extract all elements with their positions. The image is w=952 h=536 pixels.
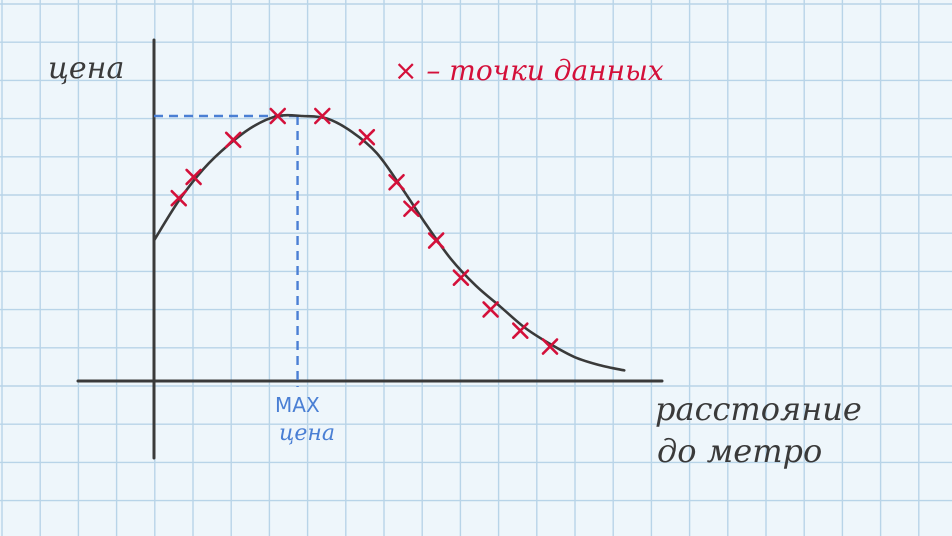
data-point-stroke	[224, 131, 242, 149]
data-point-stroke	[403, 200, 420, 218]
legend-text: × – точки данных	[394, 54, 664, 87]
data-point-stroke	[358, 128, 376, 146]
data-point-stroke	[269, 107, 287, 125]
data-point	[482, 301, 499, 318]
data-point	[170, 189, 188, 207]
data-point	[511, 322, 529, 339]
data-point	[388, 173, 405, 191]
trend-curve	[152, 113, 626, 372]
data-point-stroke	[313, 107, 331, 125]
y-axis-label: цена	[48, 51, 124, 86]
data-point	[403, 200, 420, 218]
x-axis-label-line-1: расстояние	[655, 390, 862, 428]
data-point	[313, 107, 331, 125]
data-point-stroke	[388, 173, 405, 191]
max-price-annotation-line-1: MAX	[275, 393, 320, 417]
data-point-stroke	[452, 269, 470, 286]
data-point-stroke	[170, 189, 188, 207]
max-price-annotation-line-2: цена	[279, 421, 335, 446]
data-point	[185, 168, 202, 186]
x-axis-label-line-2: до метро	[657, 432, 822, 470]
data-point	[269, 107, 287, 125]
data-point-stroke	[541, 338, 559, 355]
data-point	[452, 269, 470, 286]
data-point-stroke	[185, 168, 202, 186]
data-points	[170, 107, 559, 355]
axes	[76, 38, 664, 460]
data-point	[358, 128, 376, 146]
data-point	[541, 338, 559, 355]
data-point	[427, 232, 445, 249]
data-point-stroke	[482, 301, 499, 318]
max-price-guides	[154, 114, 299, 387]
data-point	[224, 131, 242, 149]
data-point-stroke	[511, 322, 529, 339]
data-point-stroke	[427, 232, 445, 249]
